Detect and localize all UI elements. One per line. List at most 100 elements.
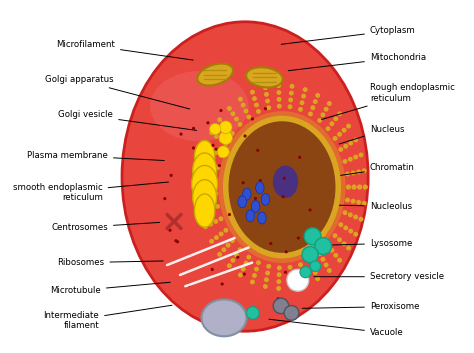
Circle shape [301, 94, 306, 98]
Circle shape [215, 165, 220, 170]
Circle shape [303, 87, 308, 92]
Circle shape [300, 100, 304, 105]
Circle shape [326, 243, 330, 248]
Circle shape [176, 240, 179, 243]
Circle shape [263, 284, 268, 289]
Circle shape [343, 210, 347, 215]
Ellipse shape [287, 269, 309, 291]
Circle shape [203, 145, 208, 150]
Circle shape [217, 146, 229, 158]
Circle shape [346, 124, 351, 128]
Circle shape [343, 225, 348, 230]
Circle shape [289, 279, 294, 283]
Circle shape [324, 107, 328, 112]
Circle shape [206, 121, 210, 124]
Circle shape [343, 159, 347, 164]
Ellipse shape [238, 196, 246, 208]
Circle shape [320, 257, 325, 262]
Circle shape [215, 148, 218, 151]
Circle shape [266, 264, 271, 269]
Circle shape [241, 103, 246, 108]
Circle shape [310, 264, 315, 269]
Circle shape [202, 177, 207, 182]
Text: Rough endoplasmic
reticulum: Rough endoplasmic reticulum [321, 83, 455, 119]
Circle shape [284, 250, 288, 253]
Circle shape [298, 156, 301, 159]
Circle shape [326, 126, 330, 131]
Circle shape [208, 192, 213, 197]
Circle shape [219, 131, 232, 144]
Text: Microtubule: Microtubule [50, 282, 170, 295]
Circle shape [208, 222, 213, 227]
Circle shape [243, 273, 246, 276]
Circle shape [246, 114, 251, 119]
Circle shape [348, 157, 353, 162]
Circle shape [250, 90, 255, 95]
Circle shape [250, 280, 255, 285]
Circle shape [317, 251, 322, 256]
Circle shape [223, 141, 228, 146]
Ellipse shape [150, 71, 248, 141]
Ellipse shape [193, 180, 217, 215]
Text: Nucleus: Nucleus [339, 125, 404, 144]
Circle shape [343, 144, 348, 149]
Circle shape [192, 146, 195, 150]
Circle shape [244, 109, 248, 114]
Circle shape [203, 225, 208, 229]
Circle shape [327, 268, 332, 273]
Text: Peroxisome: Peroxisome [302, 302, 419, 311]
Circle shape [348, 140, 353, 145]
Text: Secretory vesicle: Secretory vesicle [314, 272, 444, 281]
Circle shape [168, 229, 172, 232]
Circle shape [298, 262, 303, 267]
Circle shape [213, 178, 219, 183]
Circle shape [174, 239, 178, 243]
Circle shape [170, 174, 173, 177]
Circle shape [308, 112, 313, 116]
Text: Ribosomes: Ribosomes [57, 258, 163, 267]
Circle shape [219, 232, 224, 237]
Circle shape [302, 246, 318, 263]
Circle shape [288, 104, 292, 109]
Circle shape [226, 126, 230, 131]
Circle shape [238, 97, 243, 102]
Circle shape [209, 239, 214, 244]
Circle shape [188, 283, 191, 287]
Circle shape [283, 176, 286, 180]
Circle shape [353, 215, 358, 220]
Circle shape [337, 132, 342, 137]
Circle shape [342, 241, 346, 246]
Circle shape [234, 252, 239, 257]
Circle shape [333, 116, 338, 121]
Circle shape [363, 185, 368, 190]
Ellipse shape [251, 201, 260, 213]
Text: Lysosome: Lysosome [332, 239, 412, 248]
Circle shape [254, 197, 257, 200]
Circle shape [329, 121, 334, 126]
Circle shape [219, 153, 223, 158]
Circle shape [221, 122, 227, 127]
Circle shape [227, 106, 232, 111]
Circle shape [228, 213, 231, 216]
Circle shape [214, 235, 219, 240]
Text: Vacuole: Vacuole [269, 319, 404, 337]
Circle shape [211, 268, 214, 271]
Circle shape [309, 208, 311, 211]
Circle shape [197, 176, 201, 181]
Circle shape [346, 185, 351, 190]
Circle shape [329, 248, 334, 253]
Circle shape [277, 97, 282, 102]
Circle shape [208, 178, 213, 183]
Circle shape [290, 84, 294, 89]
Ellipse shape [122, 22, 368, 331]
Circle shape [210, 163, 215, 168]
Circle shape [264, 107, 267, 110]
Circle shape [353, 137, 358, 142]
Circle shape [345, 198, 350, 203]
Text: Microfilament: Microfilament [56, 40, 193, 60]
Circle shape [180, 132, 182, 136]
Circle shape [219, 138, 224, 143]
Circle shape [348, 228, 353, 233]
Circle shape [277, 265, 282, 270]
Circle shape [284, 306, 299, 320]
